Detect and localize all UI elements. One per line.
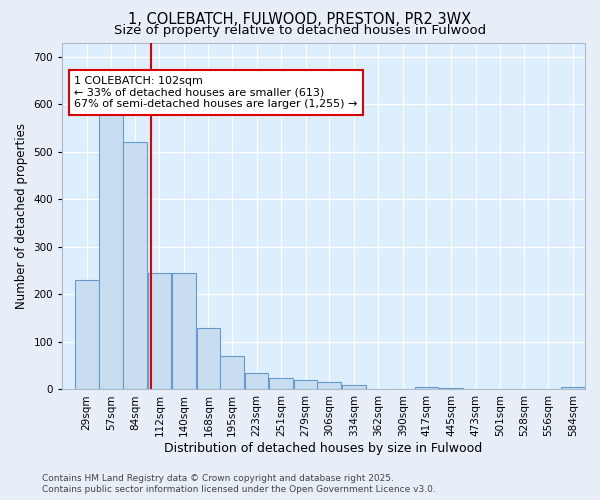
Bar xyxy=(294,380,317,390)
Bar xyxy=(123,142,147,390)
Bar xyxy=(317,382,341,390)
Text: 1 COLEBATCH: 102sqm
← 33% of detached houses are smaller (613)
67% of semi-detac: 1 COLEBATCH: 102sqm ← 33% of detached ho… xyxy=(74,76,358,109)
Bar xyxy=(197,328,220,390)
Bar xyxy=(464,388,487,390)
Bar xyxy=(269,378,293,390)
Bar xyxy=(439,388,463,390)
Bar xyxy=(148,273,171,390)
Bar xyxy=(561,387,584,390)
Bar xyxy=(172,273,196,390)
Bar xyxy=(342,384,365,390)
Bar xyxy=(220,356,244,390)
Text: 1, COLEBATCH, FULWOOD, PRESTON, PR2 3WX: 1, COLEBATCH, FULWOOD, PRESTON, PR2 3WX xyxy=(128,12,472,28)
X-axis label: Distribution of detached houses by size in Fulwood: Distribution of detached houses by size … xyxy=(164,442,483,455)
Y-axis label: Number of detached properties: Number of detached properties xyxy=(15,123,28,309)
Bar xyxy=(245,373,268,390)
Text: Contains HM Land Registry data © Crown copyright and database right 2025.
Contai: Contains HM Land Registry data © Crown c… xyxy=(42,474,436,494)
Bar xyxy=(415,387,439,390)
Bar xyxy=(75,280,98,390)
Text: Size of property relative to detached houses in Fulwood: Size of property relative to detached ho… xyxy=(114,24,486,37)
Bar xyxy=(100,90,123,390)
